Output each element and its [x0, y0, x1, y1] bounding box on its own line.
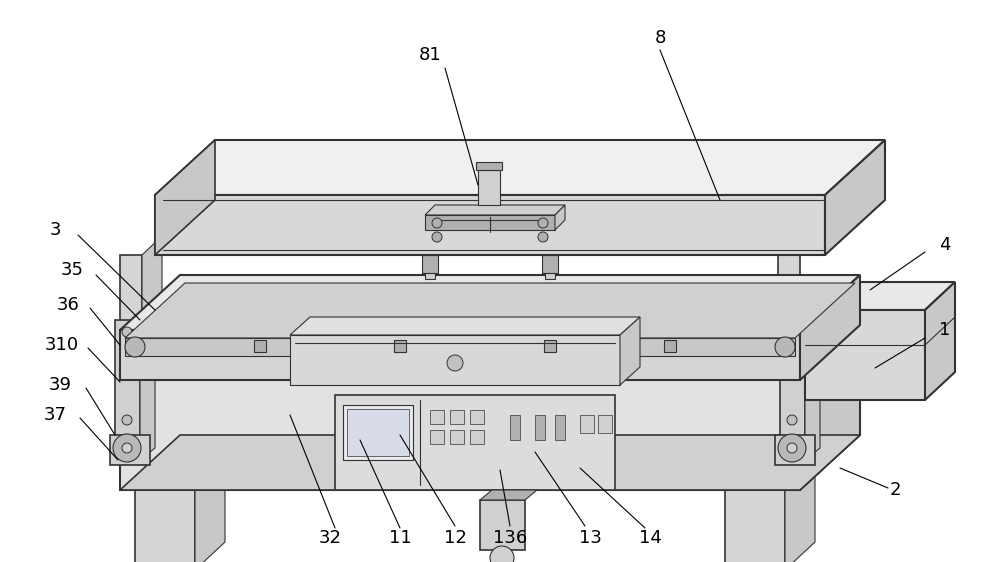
Circle shape	[122, 327, 132, 337]
Bar	[450, 410, 464, 424]
Polygon shape	[425, 205, 565, 215]
Bar	[544, 340, 556, 352]
Bar	[115, 320, 140, 460]
Polygon shape	[120, 435, 860, 490]
Text: 8: 8	[654, 29, 666, 47]
Bar	[430, 430, 444, 444]
Bar	[347, 409, 409, 456]
Polygon shape	[555, 205, 565, 230]
Bar	[775, 435, 815, 465]
Circle shape	[447, 355, 463, 371]
Polygon shape	[620, 317, 640, 385]
Bar	[725, 490, 785, 562]
Circle shape	[490, 546, 514, 562]
Text: 13: 13	[579, 529, 601, 547]
Circle shape	[113, 434, 141, 462]
Text: 4: 4	[939, 236, 951, 254]
Polygon shape	[805, 308, 820, 460]
Text: 39: 39	[48, 376, 72, 394]
Circle shape	[125, 337, 145, 357]
Bar	[135, 490, 195, 562]
Bar	[510, 415, 520, 440]
Bar	[664, 340, 676, 352]
Polygon shape	[155, 140, 885, 195]
Text: 14: 14	[639, 529, 661, 547]
Text: 36: 36	[57, 296, 79, 314]
Text: 136: 136	[493, 529, 527, 547]
Text: 3: 3	[49, 221, 61, 239]
Text: 310: 310	[45, 336, 79, 354]
Bar	[120, 255, 142, 330]
Text: 35: 35	[60, 261, 84, 279]
Polygon shape	[805, 310, 925, 400]
Polygon shape	[140, 308, 155, 460]
Polygon shape	[480, 490, 537, 500]
Polygon shape	[290, 317, 640, 335]
Circle shape	[787, 327, 797, 337]
Bar	[598, 415, 612, 433]
Circle shape	[122, 443, 132, 453]
Polygon shape	[425, 215, 555, 230]
Text: 37: 37	[44, 406, 66, 424]
Polygon shape	[155, 195, 825, 255]
Circle shape	[787, 415, 797, 425]
Bar	[535, 415, 545, 440]
Circle shape	[775, 337, 795, 357]
Bar	[478, 170, 500, 205]
Bar	[394, 340, 406, 352]
Polygon shape	[825, 140, 885, 255]
Bar	[476, 162, 502, 170]
Polygon shape	[120, 275, 860, 330]
Bar	[425, 273, 435, 279]
Text: 81: 81	[419, 46, 441, 64]
Polygon shape	[142, 236, 162, 330]
Bar	[545, 273, 555, 279]
Polygon shape	[125, 283, 855, 338]
Polygon shape	[155, 140, 215, 255]
Bar	[110, 435, 150, 465]
Polygon shape	[925, 282, 955, 400]
Text: 1: 1	[939, 321, 951, 339]
Bar	[470, 410, 484, 424]
Circle shape	[432, 218, 442, 228]
Polygon shape	[800, 275, 860, 380]
Text: 32: 32	[318, 529, 342, 547]
Bar	[450, 430, 464, 444]
Circle shape	[538, 232, 548, 242]
Bar	[470, 430, 484, 444]
Bar	[780, 320, 805, 460]
Polygon shape	[290, 335, 620, 385]
Bar	[778, 255, 800, 330]
Bar	[335, 395, 615, 490]
Polygon shape	[800, 325, 860, 490]
Text: 2: 2	[889, 481, 901, 499]
Bar	[555, 415, 565, 440]
Bar	[422, 255, 438, 273]
Polygon shape	[120, 330, 800, 380]
Bar	[254, 340, 266, 352]
Polygon shape	[805, 282, 955, 310]
Bar	[542, 255, 558, 273]
Text: 11: 11	[389, 529, 411, 547]
Bar	[480, 500, 525, 550]
Polygon shape	[125, 338, 795, 356]
Polygon shape	[120, 380, 800, 490]
Bar	[430, 410, 444, 424]
Circle shape	[778, 434, 806, 462]
Circle shape	[538, 218, 548, 228]
Polygon shape	[785, 462, 815, 562]
Bar	[580, 415, 594, 433]
Circle shape	[787, 443, 797, 453]
Circle shape	[432, 232, 442, 242]
Polygon shape	[195, 462, 225, 562]
Bar	[343, 405, 413, 460]
Text: 12: 12	[444, 529, 466, 547]
Circle shape	[122, 415, 132, 425]
